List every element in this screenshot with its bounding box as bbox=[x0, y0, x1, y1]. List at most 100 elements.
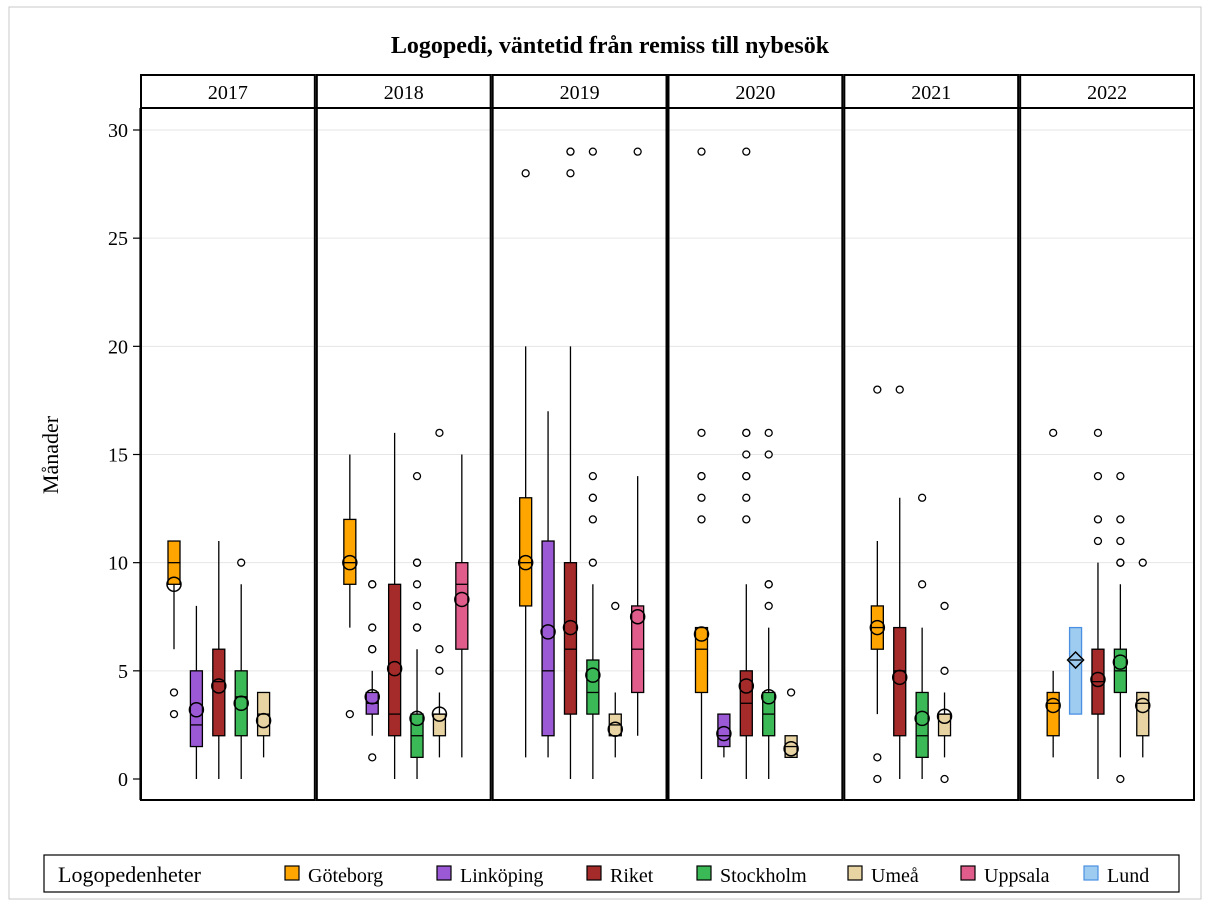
panel-strip bbox=[491, 74, 668, 109]
box-Stockholm bbox=[233, 558, 249, 779]
panel-frame bbox=[315, 107, 492, 801]
legend-item-Stockholm: Stockholm bbox=[696, 865, 807, 887]
box-body bbox=[519, 497, 533, 607]
outlier-point bbox=[697, 515, 706, 524]
y-tick-label: 10 bbox=[108, 553, 128, 575]
legend-title: Logopedenheter bbox=[58, 862, 202, 887]
mean-marker bbox=[342, 554, 358, 571]
panel-frame bbox=[491, 107, 668, 801]
outlier-point bbox=[786, 688, 796, 697]
outlier-point bbox=[237, 558, 246, 567]
outlier-point bbox=[742, 493, 751, 502]
y-tick-label: 25 bbox=[108, 228, 128, 250]
outlier-point bbox=[435, 428, 444, 438]
box-Göteborg bbox=[342, 454, 358, 719]
outlier-point bbox=[169, 688, 179, 697]
y-axis: 0 5 10 15 20 25 30 bbox=[108, 108, 141, 800]
outlier-point bbox=[697, 493, 706, 502]
box-body bbox=[586, 659, 600, 715]
mean-marker bbox=[211, 678, 227, 694]
panel-frame bbox=[843, 107, 1020, 801]
legend-label: Riket bbox=[610, 865, 654, 887]
outlier-point bbox=[368, 645, 377, 654]
mean-marker bbox=[936, 708, 953, 725]
box-Riket bbox=[386, 432, 403, 779]
mean-marker bbox=[1135, 697, 1151, 714]
box-Stockholm bbox=[1112, 471, 1129, 784]
legend-item-Uppsala: Uppsala bbox=[960, 865, 1050, 887]
box-Stockholm bbox=[585, 147, 601, 779]
outlier-point bbox=[1093, 471, 1103, 481]
panel-frame bbox=[140, 107, 316, 801]
outlier-point bbox=[917, 580, 927, 589]
box-Göteborg bbox=[166, 540, 182, 719]
mean-marker bbox=[386, 660, 403, 677]
mean-marker bbox=[869, 619, 886, 636]
outlier-point bbox=[917, 493, 927, 502]
legend-item-Linköping: Linköping bbox=[436, 865, 543, 887]
legend-swatch bbox=[847, 865, 863, 881]
mean-marker bbox=[1090, 671, 1106, 688]
panel-strip-label: 2019 bbox=[560, 82, 600, 104]
mean-marker bbox=[409, 710, 425, 727]
legend-item-Riket: Riket bbox=[586, 865, 654, 887]
panel-2019: 2019 bbox=[491, 74, 668, 801]
outlier-point bbox=[742, 471, 751, 481]
outlier-point bbox=[940, 774, 949, 784]
mean-marker bbox=[364, 689, 380, 705]
box-Umeå bbox=[431, 428, 448, 758]
box-Göteborg bbox=[693, 147, 710, 779]
box-body bbox=[234, 670, 248, 737]
outlier-point bbox=[895, 385, 904, 394]
mean-marker bbox=[517, 554, 534, 571]
y-tick-label: 30 bbox=[108, 120, 128, 142]
box-body bbox=[937, 713, 952, 737]
mean-marker bbox=[1066, 650, 1085, 670]
mean-marker bbox=[540, 624, 556, 640]
outlier-point bbox=[345, 709, 354, 719]
outlier-point bbox=[412, 580, 422, 589]
outlier-point bbox=[1138, 558, 1147, 567]
box-Stockholm bbox=[409, 471, 425, 779]
outlier-point bbox=[742, 515, 751, 524]
box-Göteborg bbox=[1045, 428, 1061, 758]
outlier-point bbox=[873, 753, 882, 762]
box-body bbox=[563, 562, 578, 715]
mean-marker bbox=[166, 576, 182, 593]
outlier-point bbox=[940, 666, 949, 675]
box-Göteborg bbox=[517, 169, 534, 758]
box-Stockholm bbox=[760, 428, 777, 779]
box-body bbox=[432, 713, 447, 737]
mean-marker bbox=[1112, 654, 1129, 670]
y-tick-label: 15 bbox=[108, 445, 128, 467]
outlier-point bbox=[1093, 515, 1103, 524]
outlier-point bbox=[742, 428, 751, 438]
mean-marker bbox=[233, 695, 249, 712]
panel-2018: 2018 bbox=[315, 74, 492, 801]
legend: Logopedenheter Göteborg Linköping Riket Sto… bbox=[43, 854, 1180, 893]
outlier-point bbox=[412, 601, 422, 611]
mean-marker bbox=[454, 591, 470, 608]
legend-label: Umeå bbox=[871, 865, 919, 887]
panel-strip-label: 2017 bbox=[208, 82, 248, 104]
legend-item-Umeå: Umeå bbox=[847, 865, 919, 887]
outlier-point bbox=[1116, 536, 1125, 546]
panel-2021: 2021 bbox=[843, 74, 1020, 801]
mean-marker bbox=[431, 706, 448, 722]
outlier-point bbox=[697, 471, 706, 481]
box-Linköping bbox=[540, 411, 556, 758]
box-body bbox=[343, 518, 357, 585]
legend-swatch bbox=[436, 865, 452, 881]
outlier-point bbox=[435, 645, 444, 654]
box-body bbox=[1068, 626, 1083, 715]
panel-strip-label: 2018 bbox=[384, 82, 424, 104]
outlier-point bbox=[697, 147, 706, 156]
legend-item-Lund: Lund bbox=[1083, 865, 1149, 887]
y-tick-label: 20 bbox=[108, 336, 128, 358]
legend-swatch bbox=[284, 865, 300, 881]
mean-marker bbox=[1045, 697, 1061, 714]
outlier-point bbox=[435, 666, 444, 675]
box-Göteborg bbox=[869, 385, 886, 784]
